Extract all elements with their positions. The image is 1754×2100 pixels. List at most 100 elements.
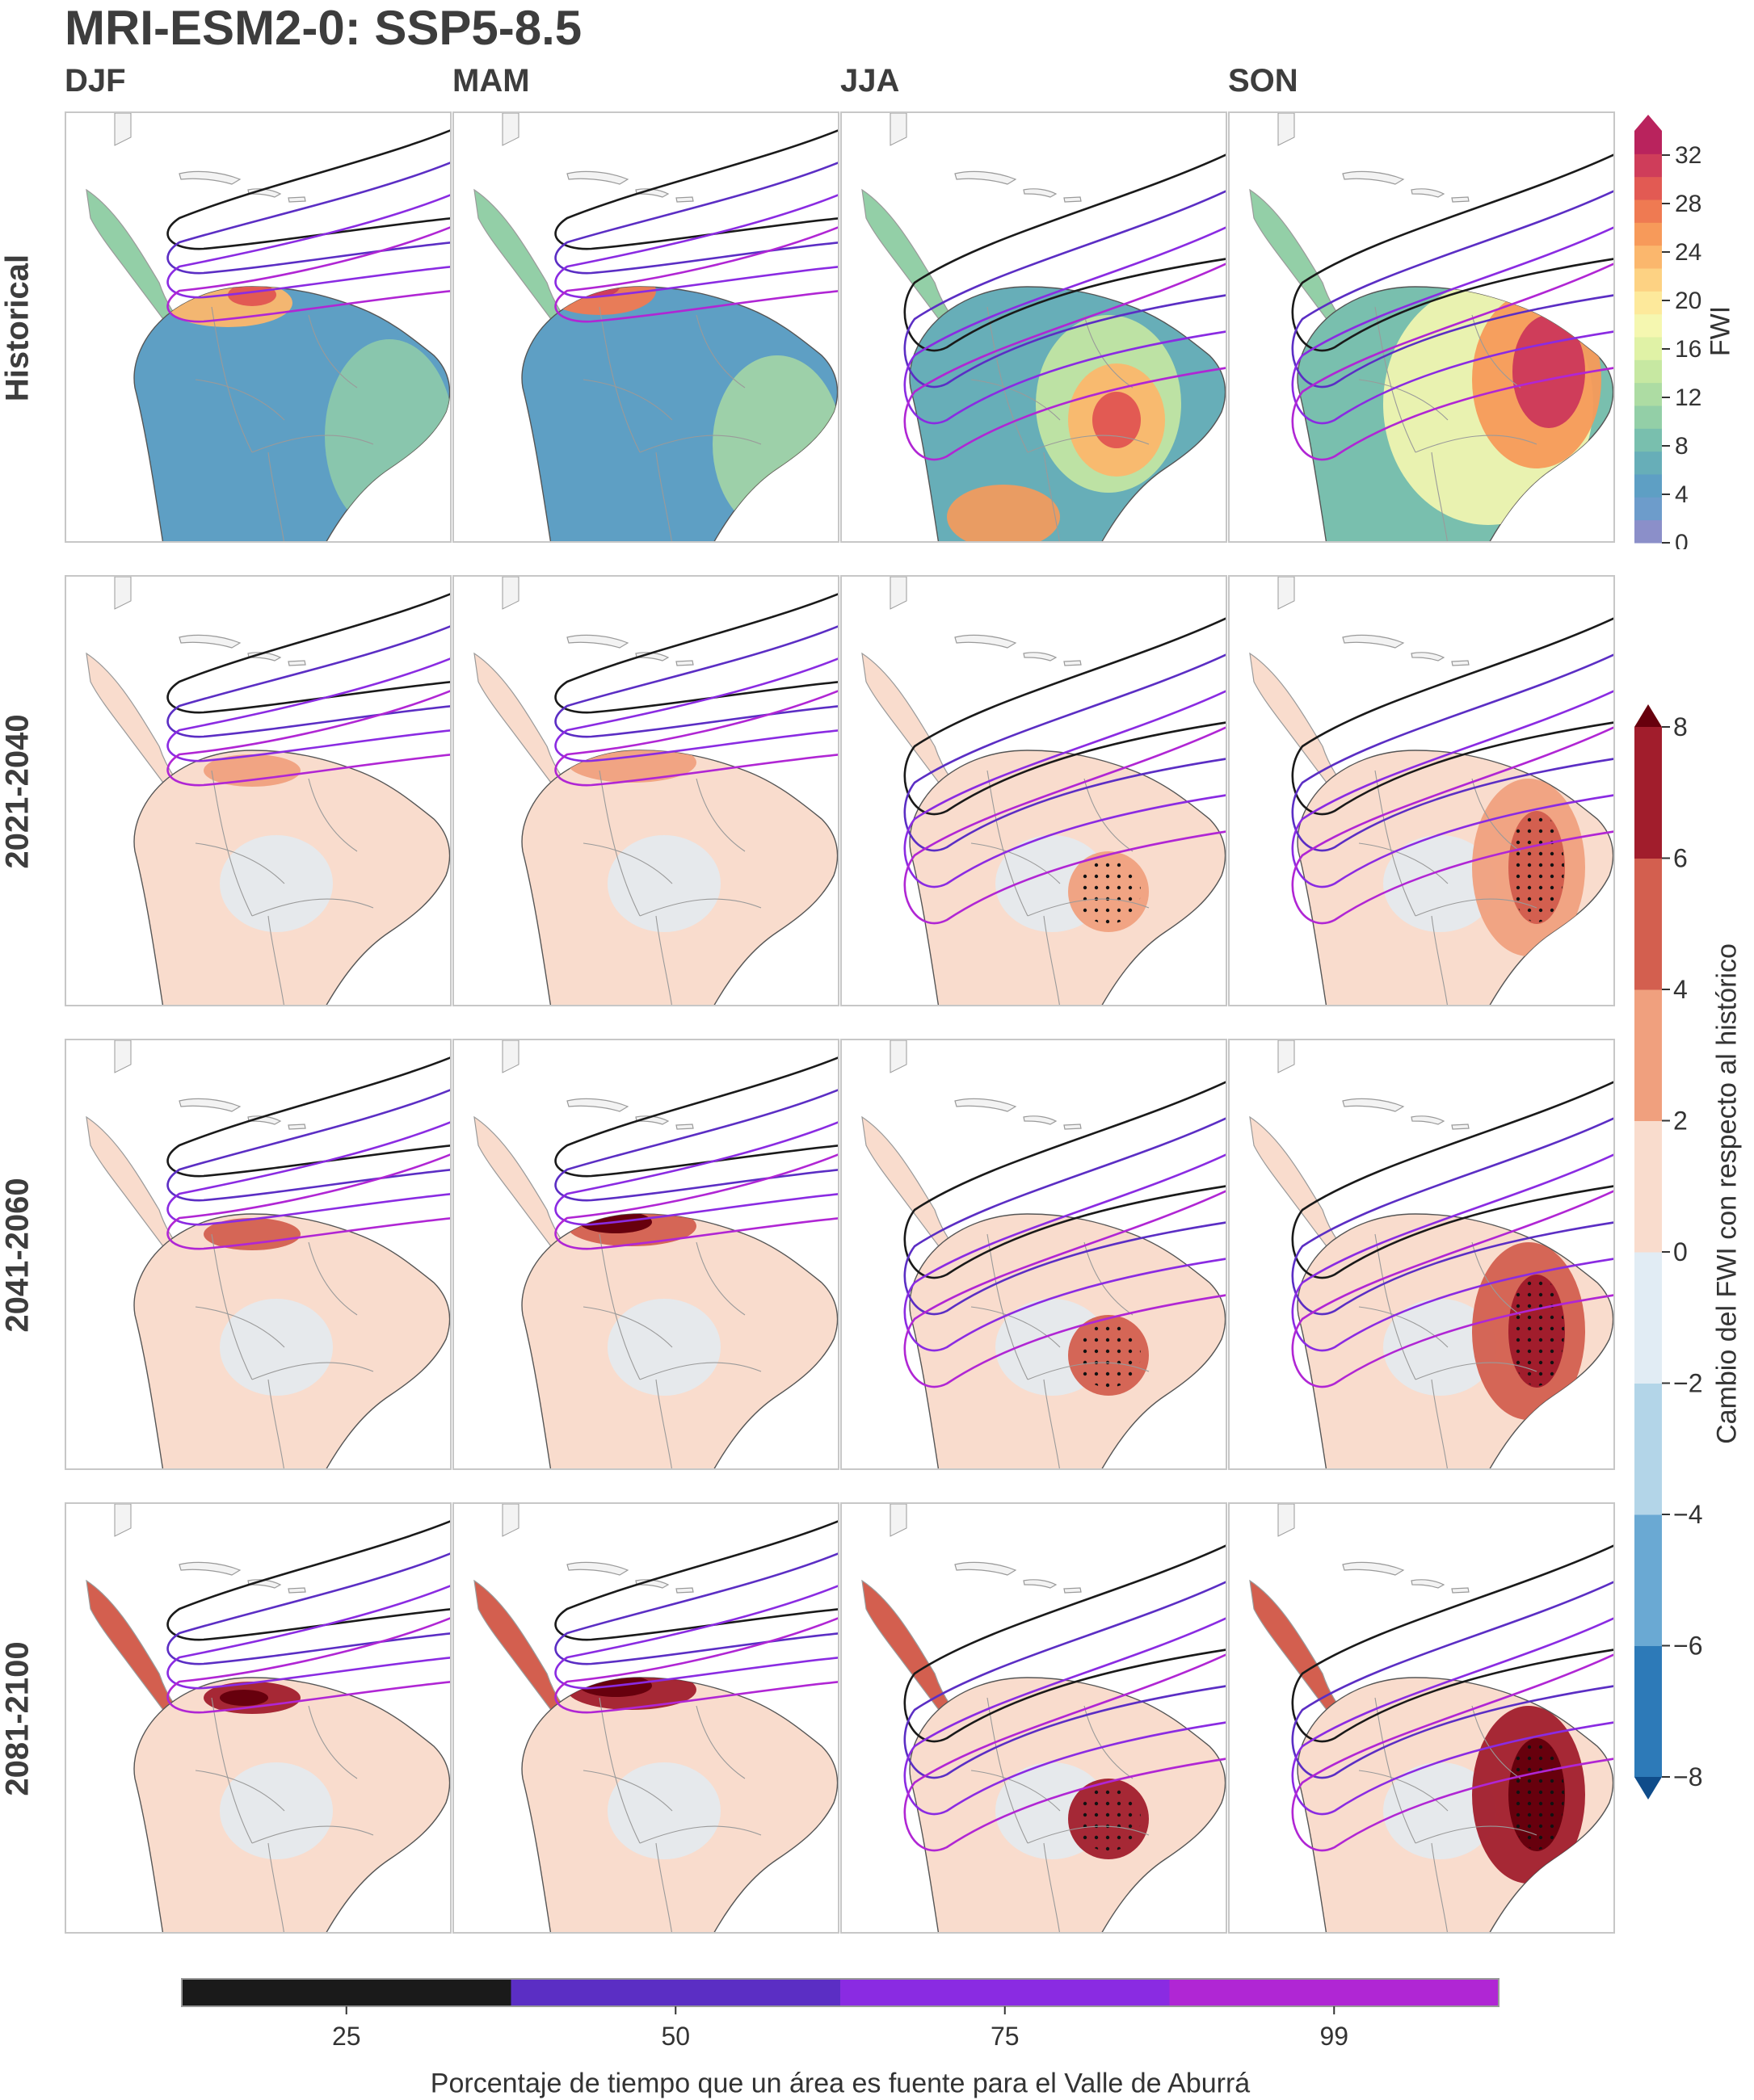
map-svg xyxy=(473,1040,838,1468)
north-america-fragment xyxy=(114,1040,132,1073)
map-svg xyxy=(1249,1504,1613,1932)
source-contour-99 xyxy=(903,1190,1226,1388)
caribbean-island xyxy=(179,170,242,185)
caribbean-island xyxy=(1451,1587,1470,1594)
country-border xyxy=(655,1842,672,1932)
source-contour-50 xyxy=(554,162,838,275)
change-tick-label-0: −8 xyxy=(1673,1762,1702,1791)
map-panel-historical-djf xyxy=(65,111,452,543)
caribbean-island xyxy=(566,170,629,185)
field-hotspots xyxy=(1383,779,1585,956)
caribbean-island xyxy=(675,1587,694,1594)
hotspot xyxy=(947,485,1060,541)
country-border xyxy=(655,452,672,541)
caribbean-island xyxy=(1063,660,1082,666)
map-panel-2041-2060-djf xyxy=(65,1039,452,1470)
country-border xyxy=(970,379,1061,421)
map-panel-2041-2060-son xyxy=(1228,1039,1615,1470)
caribbean-island xyxy=(675,660,694,666)
change-colorbar-segment-1 xyxy=(1634,1514,1662,1646)
map-svg xyxy=(1249,113,1613,541)
north-america-fragment xyxy=(1277,1504,1295,1537)
country-border xyxy=(583,379,673,421)
map-svg xyxy=(861,1040,1226,1468)
country-border xyxy=(986,770,1028,917)
map-panel-historical-mam xyxy=(452,111,839,543)
hotspot xyxy=(608,1299,721,1396)
map-panel-2021-2040-son xyxy=(1228,575,1615,1006)
caribbean-island xyxy=(1411,652,1445,662)
row-label-2021-2040: 2021-2040 xyxy=(0,714,36,869)
change-colorbar: −8 −6 −4 −2 0 2 4 6 8 xyxy=(1628,703,1754,1801)
row-label-2081-2100: 2081-2100 xyxy=(0,1641,36,1796)
central-america xyxy=(86,1579,176,1711)
caribbean-island xyxy=(1342,170,1405,185)
country-border xyxy=(639,898,762,917)
fwi-colorbar-segment-16 xyxy=(1634,153,1662,178)
source-contour-50 xyxy=(554,1089,838,1202)
source-contour-75 xyxy=(554,1121,838,1226)
source-contour-25 xyxy=(554,129,838,250)
map-svg xyxy=(86,1504,450,1932)
fwi-tick-label-4: 16 xyxy=(1675,336,1701,363)
country-border xyxy=(1027,1362,1150,1380)
source-contour-99 xyxy=(554,1617,838,1714)
hotspot xyxy=(567,750,696,783)
country-border xyxy=(211,1697,253,1844)
source-contour-50 xyxy=(554,1552,838,1665)
source-contour-99 xyxy=(166,1153,450,1250)
change-tick-label-1: −6 xyxy=(1673,1632,1702,1661)
country-border xyxy=(1043,452,1060,541)
source-contour-99 xyxy=(166,226,450,323)
source-contour-99 xyxy=(1291,726,1613,925)
map-panel-2081-2100-djf xyxy=(65,1502,452,1934)
country-border xyxy=(195,1770,285,1812)
change-colorbar-segment-6 xyxy=(1634,858,1662,990)
change-colorbar-segment-4 xyxy=(1634,1120,1662,1253)
source-contour-99 xyxy=(903,726,1226,925)
change-colorbar-segment-0 xyxy=(1634,1645,1662,1778)
source-contour-99 xyxy=(1291,1190,1613,1388)
caribbean-island xyxy=(288,1124,306,1130)
central-america xyxy=(86,1115,176,1247)
source-contour-25 xyxy=(166,129,450,250)
north-america-fragment xyxy=(114,577,132,610)
map-panel-2021-2040-mam xyxy=(452,575,839,1006)
map-svg xyxy=(1249,1040,1613,1468)
map-svg xyxy=(86,1040,450,1468)
country-border xyxy=(970,1770,1061,1812)
country-border xyxy=(308,1705,358,1779)
caribbean-island xyxy=(179,634,242,649)
central-america xyxy=(473,1115,564,1247)
country-border xyxy=(1374,306,1416,453)
fwi-colorbar-segment-8 xyxy=(1634,337,1662,360)
source-contour-99 xyxy=(554,690,838,787)
country-border xyxy=(1358,1770,1449,1812)
country-border xyxy=(211,770,253,917)
change-colorbar-lower-arrow xyxy=(1634,1777,1662,1800)
fwi-colorbar-segment-4 xyxy=(1634,428,1662,452)
fwi-colorbar-segment-1 xyxy=(1634,497,1662,521)
hotspot xyxy=(220,835,333,932)
frequency-tick-label-0: 25 xyxy=(332,2022,361,2051)
country-border xyxy=(1415,435,1537,453)
country-border xyxy=(696,778,746,852)
country-border xyxy=(1374,1233,1416,1380)
caribbean-island xyxy=(1342,634,1405,649)
change-colorbar-segment-2 xyxy=(1634,1383,1662,1515)
map-svg xyxy=(473,113,838,541)
source-contour-75 xyxy=(554,1585,838,1690)
hotspot xyxy=(608,835,721,932)
map-panel-2081-2100-son xyxy=(1228,1502,1615,1934)
country-border xyxy=(970,1306,1061,1348)
frequency-colorbar-frame xyxy=(181,1978,1500,2007)
country-border xyxy=(655,1379,672,1468)
source-contour-50 xyxy=(166,1552,450,1665)
column-label-mam: MAM xyxy=(452,63,530,99)
fwi-tick-label-5: 20 xyxy=(1675,288,1701,314)
row-label-historical: Historical xyxy=(0,254,36,402)
country-border xyxy=(267,915,284,1005)
hotspot xyxy=(1092,392,1141,448)
fwi-tick-label-2: 8 xyxy=(1675,433,1689,460)
map-panel-historical-jja xyxy=(840,111,1227,543)
